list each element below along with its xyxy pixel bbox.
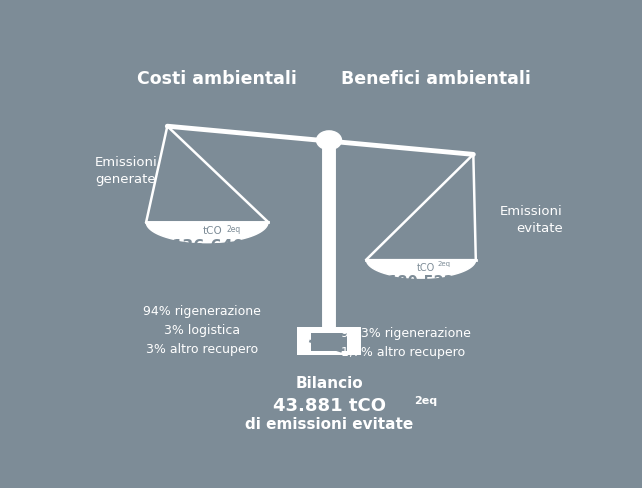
Polygon shape: [367, 260, 476, 278]
Text: Costi ambientali: Costi ambientali: [137, 70, 297, 88]
Text: 2eq: 2eq: [226, 224, 240, 234]
Text: 2eq: 2eq: [438, 262, 451, 267]
Text: tCO: tCO: [202, 226, 222, 236]
Text: Benefici ambientali: Benefici ambientali: [341, 70, 531, 88]
Polygon shape: [146, 222, 268, 243]
Text: 2eq: 2eq: [415, 396, 438, 406]
Text: 94% rigenerazione
3% logistica
3% altro recupero: 94% rigenerazione 3% logistica 3% altro …: [143, 305, 261, 356]
Text: tCO: tCO: [417, 263, 435, 273]
Circle shape: [317, 131, 342, 150]
Text: 180.522: 180.522: [388, 275, 455, 289]
Text: 98,3% rigenerazione
1,7% altro recupero: 98,3% rigenerazione 1,7% altro recupero: [342, 327, 471, 359]
Text: Bilancio: Bilancio: [295, 376, 363, 391]
Text: Emissioni
evitate: Emissioni evitate: [500, 205, 563, 235]
Text: Emissioni
generate: Emissioni generate: [95, 156, 158, 186]
FancyBboxPatch shape: [297, 327, 361, 355]
Text: 136.640: 136.640: [171, 239, 243, 254]
FancyBboxPatch shape: [311, 333, 347, 351]
Text: 43.881 tCO: 43.881 tCO: [272, 397, 386, 415]
Text: di emissioni evitate: di emissioni evitate: [245, 417, 413, 432]
